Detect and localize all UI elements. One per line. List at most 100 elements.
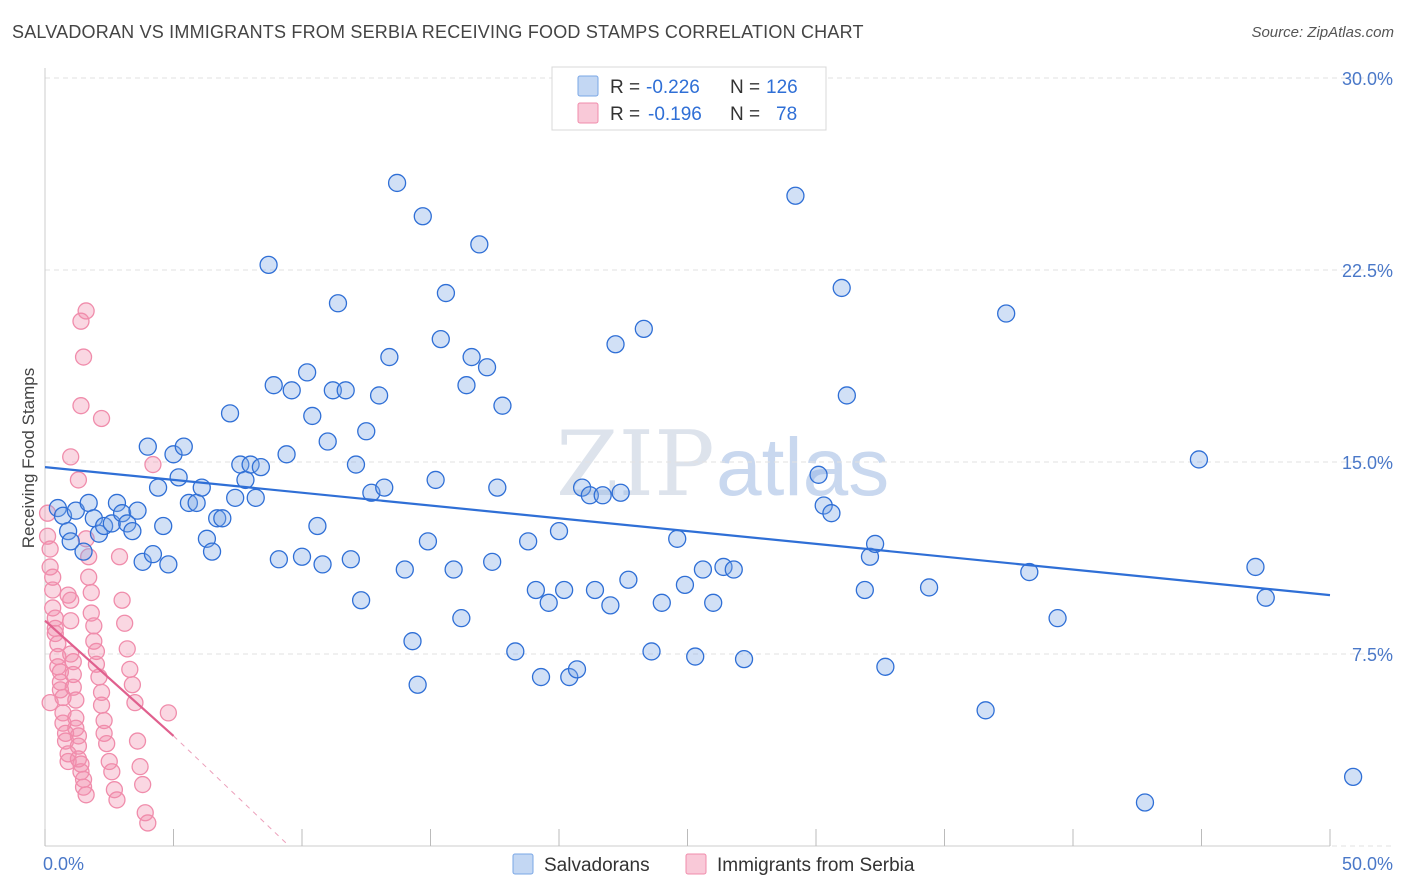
salvadorans-point-91: [593, 486, 612, 505]
salvadorans-point-112: [837, 386, 856, 405]
serbia-point-5: [44, 581, 62, 599]
salvadorans-point-71: [452, 609, 471, 628]
serbia-point-73: [77, 302, 95, 320]
salvadorans-point-38: [251, 457, 271, 477]
serbia-point-79: [69, 471, 88, 489]
salvadorans-point-97: [642, 642, 661, 661]
serbia-point-63: [118, 640, 136, 658]
salvadorans-point-21: [159, 555, 178, 574]
salvadorans-point-62: [395, 560, 414, 579]
salvadorans-point-17: [138, 437, 157, 456]
salvadorans-point-92: [601, 596, 620, 615]
salvadorans-point-116: [876, 657, 895, 676]
salvadorans-point-75: [477, 358, 497, 377]
serbia-point-69: [134, 775, 152, 794]
y-axis-label: Receiving Food Stamps: [19, 368, 38, 548]
salvadorans-point-74: [470, 235, 489, 254]
serbia-point-0: [38, 504, 57, 522]
salvadorans-point-99: [668, 529, 687, 548]
serbia-point-49: [87, 655, 106, 673]
salvadorans-point-46: [303, 406, 322, 426]
trend-lines: [44, 466, 1331, 847]
serbia-point-78: [144, 455, 162, 474]
legend-swatch-pink: [577, 102, 599, 124]
salvadorans-point-115: [865, 534, 885, 554]
salvadorans-point-64: [408, 675, 427, 694]
serbia-point-43: [80, 568, 98, 586]
trend-line-salvadorans: [44, 466, 1331, 597]
serbia-point-65: [123, 676, 142, 694]
salvadorans-point-83: [539, 593, 558, 612]
salvadorans-point-3: [61, 532, 80, 551]
salvadorans-point-106: [734, 649, 754, 669]
salvadorans-point-49: [318, 432, 337, 451]
salvadorans-point-107: [786, 186, 805, 205]
salvadorans-point-20: [154, 516, 173, 536]
serbia-point-42: [80, 548, 98, 566]
serbia-point-27: [64, 653, 82, 671]
serbia-point-68: [131, 757, 149, 776]
serbia-point-64: [121, 660, 139, 679]
serbia-point-52: [92, 696, 111, 714]
legend-n-value-2: 78: [776, 104, 797, 125]
salvadorans-point-88: [572, 478, 592, 497]
salvadorans-point-5: [74, 542, 93, 561]
y-tick-label-0: 7.5%: [1352, 645, 1393, 665]
salvadorans-point-122: [1135, 793, 1155, 812]
salvadorans-point-105: [724, 560, 743, 579]
serbia-point-67: [128, 732, 147, 750]
serbia-point-53: [95, 711, 113, 730]
salvadorans-point-18: [143, 545, 163, 564]
salvadorans-point-80: [519, 532, 538, 551]
serbia-point-1: [38, 527, 57, 545]
salvadorans-point-12: [112, 504, 132, 523]
salvadorans-point-103: [704, 593, 723, 612]
salvadorans-point-37: [246, 488, 265, 507]
legend-swatch-blue: [577, 75, 599, 97]
serbia-point-24: [62, 591, 80, 609]
salvadorans-point-81: [526, 580, 546, 600]
bottom-legend-swatch-salvadorans: [512, 853, 534, 875]
salvadorans-point-73: [462, 347, 481, 367]
watermark-zip: ZIP: [556, 412, 715, 517]
legend-r-value-2: -0.196: [648, 104, 702, 125]
salvadorans-point-53: [341, 550, 360, 569]
salvadorans-point-95: [619, 570, 638, 589]
serbia-point-59: [108, 791, 126, 809]
salvadorans-point-43: [282, 381, 301, 400]
trend-line-serbia: [44, 619, 175, 737]
salvadorans-point-96: [634, 319, 653, 339]
salvadorans-point-31: [213, 509, 232, 528]
serbia-point-62: [116, 614, 134, 632]
legend-n-value-1: 126: [766, 77, 798, 98]
legend-n-label-2: N =: [730, 104, 760, 125]
y-ticks: 7.5% 15.0% 22.5% 30.0%: [1342, 69, 1393, 665]
serbia-point-29: [64, 678, 82, 696]
chart-title: SALVADORAN VS IMMIGRANTS FROM SERBIA REC…: [12, 22, 864, 42]
source-label: Source: ZipAtlas.com: [1251, 24, 1394, 41]
serbia-point-55: [98, 734, 116, 753]
serbia-point-51: [92, 683, 111, 702]
salvadorans-point-109: [814, 496, 833, 515]
y-tick-label-1: 15.0%: [1342, 453, 1393, 473]
y-tick-label-2: 22.5%: [1342, 261, 1393, 281]
serbia-point-44: [82, 583, 100, 602]
salvadorans-point-85: [554, 580, 574, 600]
serbia-point-60: [110, 548, 129, 566]
salvadorans-point-67: [426, 470, 445, 490]
serbia-point-28: [64, 665, 82, 684]
serbia-point-50: [90, 668, 108, 686]
salvadorans-point-126: [1343, 767, 1363, 787]
salvadorans-point-24: [174, 437, 193, 456]
salvadorans-point-50: [323, 381, 342, 400]
serbia-point-75: [72, 397, 90, 415]
series-serbia-points: [38, 302, 178, 832]
legend-n-label-1: N =: [730, 77, 760, 98]
serbia-point-40: [77, 786, 95, 804]
x-ticks: [44, 829, 1331, 846]
serbia-point-10: [49, 635, 67, 653]
bottom-legend-serbia: Immigrants from Serbia: [717, 855, 915, 876]
salvadorans-point-102: [693, 560, 713, 579]
salvadorans-point-60: [380, 347, 399, 367]
